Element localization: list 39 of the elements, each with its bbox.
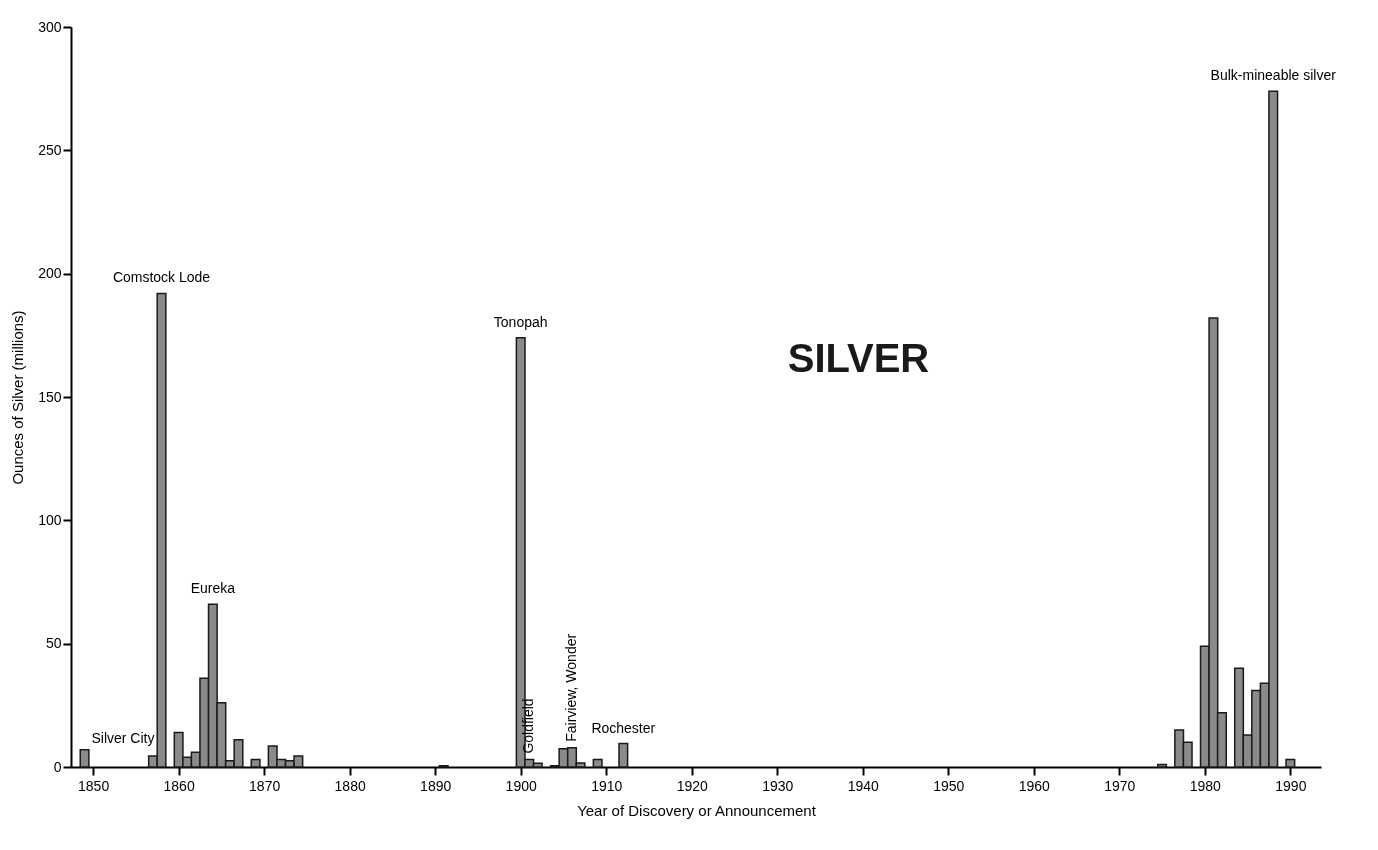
annotation: SILVER [787,336,930,380]
y-tick-label: 200 [38,265,62,282]
bar [618,742,629,768]
x-tick-label: 1970 [1104,777,1136,794]
x-tick-label: 1990 [1275,777,1307,794]
bar [1157,763,1168,768]
y-tick-label: 150 [38,388,62,405]
annotation: Comstock Lode [112,269,211,286]
y-tick-label: 100 [38,511,62,528]
x-tick-label: 1950 [933,777,965,794]
x-tick-label: 1920 [676,777,708,794]
bar [250,758,261,768]
x-tick-label: 1880 [334,777,366,794]
x-tick-label: 1890 [420,777,452,794]
annotation: Silver City [91,729,155,746]
x-tick-label: 1900 [505,777,537,794]
bar [79,748,90,768]
annotation: Tonopah [493,313,548,330]
x-tick-label: 1980 [1189,777,1222,794]
y-tick-label: 250 [38,141,62,158]
y-tick-label: 0 [53,758,62,775]
annotation: Goldfield [520,698,537,754]
x-tick-label: 1850 [78,777,110,794]
y-axis-title: Ounces of Silver (millions) [9,310,27,485]
x-axis-title: Year of Discovery or Announcement [577,801,817,819]
x-tick-label: 1940 [847,777,880,794]
x-tick-label: 1870 [249,777,281,794]
annotation: Fairview, Wonder [563,633,579,742]
x-tick-label: 1960 [1018,777,1051,794]
x-tick-label: 1930 [762,777,794,794]
y-tick-label: 300 [38,18,62,35]
annotation: Eureka [190,580,236,597]
bar [592,758,603,768]
bar [1285,758,1296,768]
x-tick-label: 1910 [591,777,623,794]
annotation: Bulk-mineable silver [1210,67,1337,84]
x-tick-label: 1860 [163,777,195,794]
y-tick-label: 50 [45,635,62,652]
annotation: Rochester [591,719,656,736]
